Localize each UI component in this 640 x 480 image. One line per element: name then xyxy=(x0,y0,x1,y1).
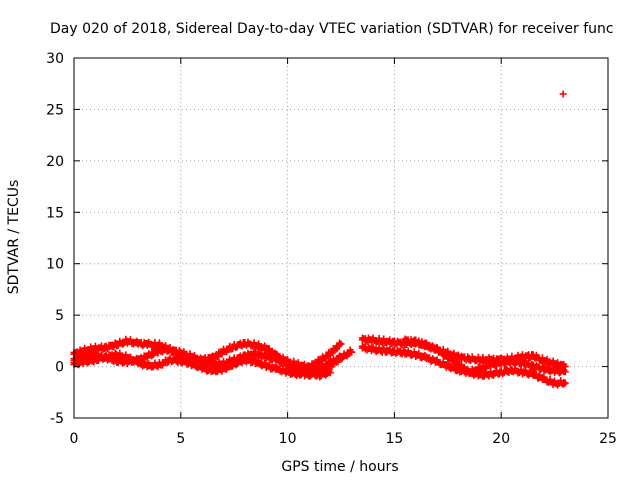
x-tick-label: 25 xyxy=(599,431,617,447)
x-tick-label: 20 xyxy=(492,431,510,447)
y-axis-label: SDTVAR / TECUs xyxy=(6,180,22,295)
x-axis-label: GPS time / hours xyxy=(281,459,398,475)
x-tick-label: 10 xyxy=(279,431,297,447)
x-tick-label: 5 xyxy=(176,431,185,447)
data-point xyxy=(561,368,569,376)
data-point xyxy=(284,359,292,367)
data-point xyxy=(337,340,345,348)
data-point xyxy=(290,361,298,369)
data-point xyxy=(326,369,334,377)
data-point xyxy=(439,358,447,366)
chart-title: Day 020 of 2018, Sidereal Day-to-day VTE… xyxy=(50,21,614,37)
data-point xyxy=(255,357,263,365)
data-point xyxy=(559,90,567,98)
y-tick-label: 10 xyxy=(46,257,64,273)
data-point xyxy=(447,353,455,361)
plot-frame xyxy=(73,57,609,419)
y-tick-label: 15 xyxy=(46,205,64,221)
data-point xyxy=(458,361,466,369)
x-tick-label: 15 xyxy=(385,431,403,447)
x-tick-label: 0 xyxy=(70,431,79,447)
data-point xyxy=(348,348,356,356)
data-points xyxy=(70,90,569,389)
axis-ticks: 0 5 10 15 20 25 -5 0 5 10 15 20 25 30 xyxy=(46,51,617,447)
y-tick-label: 20 xyxy=(46,154,64,170)
y-tick-label: 0 xyxy=(55,360,64,376)
y-tick-label: 5 xyxy=(55,308,64,324)
y-tick-label: 25 xyxy=(46,102,64,118)
y-tick-label: 30 xyxy=(46,51,64,67)
data-point xyxy=(335,339,343,347)
data-point xyxy=(561,379,569,387)
data-point xyxy=(453,357,461,365)
y-tick-label: -5 xyxy=(50,411,64,427)
